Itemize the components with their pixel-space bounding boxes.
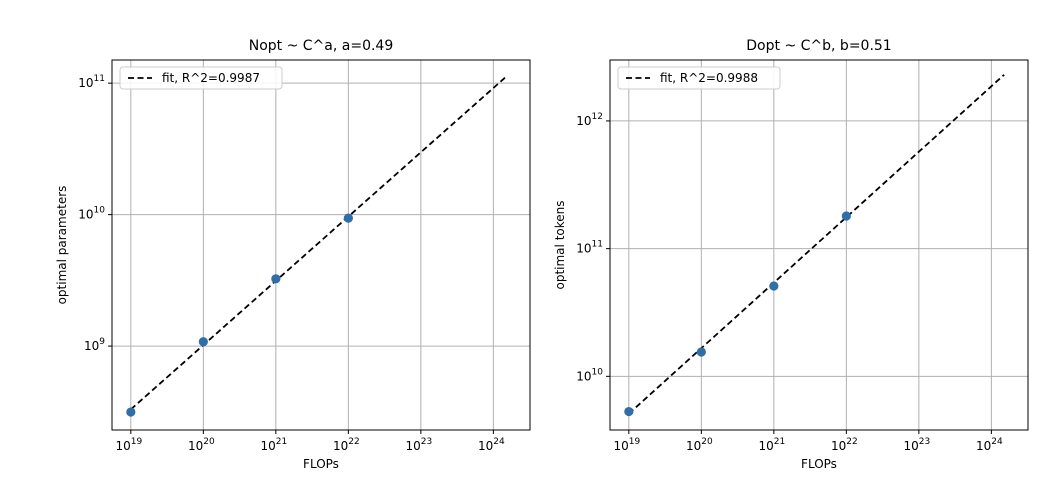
x-tick-label: 1022 — [333, 437, 360, 453]
y-tick-mantissa: 10 — [576, 242, 591, 256]
y-tick-label: 1011 — [78, 74, 105, 90]
data-point — [624, 406, 634, 417]
chart-panel-2: 1019 1020 1021 1022 1023 1024101010111012Dopt… — [553, 38, 1029, 471]
x-tick-label: 1019 — [115, 437, 142, 453]
x-tick-mantissa: 10 — [115, 439, 130, 453]
x-tick-mantissa: 10 — [831, 439, 846, 453]
y-tick-exponent: 9 — [99, 337, 105, 347]
data-point — [198, 337, 208, 347]
y-tick-mantissa: 10 — [576, 369, 591, 383]
x-tick-mantissa: 10 — [976, 439, 991, 453]
y-tick-label: 1012 — [576, 112, 603, 128]
x-tick-label: 1019 — [613, 437, 640, 453]
y-tick-label: 109 — [84, 337, 105, 353]
x-tick-label: 1022 — [831, 437, 858, 453]
x-tick-exponent: 22 — [348, 437, 359, 447]
x-tick-mantissa: 10 — [903, 439, 918, 453]
y-tick-label: 1010 — [576, 367, 603, 383]
x-tick-mantissa: 10 — [758, 439, 773, 453]
x-tick-mantissa: 10 — [613, 439, 628, 453]
x-tick-label: 1023 — [903, 437, 930, 453]
x-tick-label: 1021 — [758, 437, 785, 453]
x-tick-exponent: 22 — [846, 437, 857, 447]
x-tick-exponent: 19 — [629, 437, 641, 447]
x-tick-label: 1020 — [188, 437, 215, 453]
y-axis-label: optimal parameters — [55, 186, 69, 305]
legend-label: fit, R^2=0.9987 — [162, 71, 260, 85]
legend-box — [617, 66, 781, 90]
x-tick-exponent: 23 — [421, 437, 432, 447]
chart-title: Nopt ~ C^a, a=0.49 — [249, 38, 394, 54]
x-tick-mantissa: 10 — [686, 439, 701, 453]
y-tick-mantissa: 10 — [84, 339, 99, 353]
y-tick-label: 1011 — [576, 240, 603, 256]
x-tick-mantissa: 10 — [260, 439, 275, 453]
data-point — [841, 211, 851, 221]
axes-frame — [609, 59, 1029, 431]
y-tick-exponent: 12 — [592, 112, 603, 122]
x-tick-exponent: 21 — [276, 437, 287, 447]
x-tick-mantissa: 10 — [188, 439, 203, 453]
y-tick-exponent: 10 — [592, 367, 604, 377]
axes-frame — [111, 59, 531, 431]
x-axis-label: FLOPs — [303, 457, 339, 471]
y-tick-exponent: 10 — [94, 206, 106, 216]
fit-line — [130, 76, 507, 411]
legend-label: fit, R^2=0.9988 — [660, 71, 758, 85]
y-tick-exponent: 11 — [94, 74, 105, 84]
y-tick-mantissa: 10 — [78, 76, 93, 90]
y-tick-mantissa: 10 — [576, 114, 591, 128]
x-tick-mantissa: 10 — [333, 439, 348, 453]
x-tick-exponent: 20 — [701, 437, 713, 447]
x-tick-exponent: 21 — [774, 437, 785, 447]
y-axis-label: optimal tokens — [553, 201, 567, 290]
chart-panel-1: 1019 1020 1021 1022 1023 102410910101011Nopt … — [55, 38, 531, 471]
x-tick-exponent: 20 — [203, 437, 215, 447]
x-tick-exponent: 19 — [131, 437, 143, 447]
x-tick-label: 1024 — [478, 437, 505, 453]
x-tick-mantissa: 10 — [405, 439, 420, 453]
data-point — [126, 407, 136, 417]
legend-box — [119, 66, 283, 90]
chart-title: Dopt ~ C^b, b=0.51 — [746, 38, 891, 54]
x-tick-exponent: 24 — [991, 437, 1003, 447]
data-point — [696, 347, 706, 357]
x-tick-label: 1020 — [686, 437, 713, 453]
x-tick-exponent: 24 — [493, 437, 505, 447]
data-point — [271, 274, 281, 284]
y-tick-mantissa: 10 — [78, 208, 93, 222]
y-tick-exponent: 11 — [592, 240, 603, 250]
x-tick-label: 1024 — [976, 437, 1003, 453]
x-tick-exponent: 23 — [919, 437, 930, 447]
x-tick-mantissa: 10 — [478, 439, 493, 453]
x-tick-label: 1021 — [260, 437, 287, 453]
x-axis-label: FLOPs — [801, 457, 837, 471]
y-tick-label: 1010 — [78, 206, 105, 222]
data-point — [769, 281, 779, 291]
data-point — [343, 213, 353, 223]
fit-line — [628, 74, 1005, 415]
x-tick-label: 1023 — [405, 437, 432, 453]
